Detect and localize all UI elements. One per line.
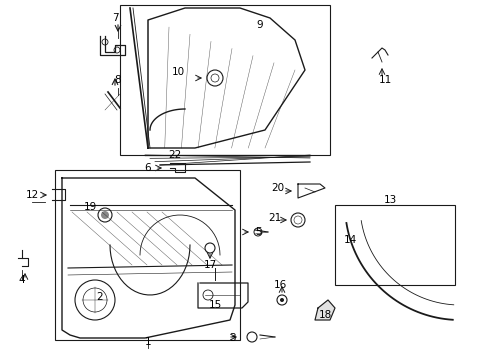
Circle shape [101, 211, 109, 219]
Text: 16: 16 [273, 280, 287, 290]
Circle shape [280, 298, 284, 302]
Text: 1: 1 [145, 337, 151, 347]
Polygon shape [315, 300, 335, 320]
Bar [55, 170, 240, 340]
Bar [120, 5, 330, 155]
Text: 18: 18 [318, 310, 332, 320]
Text: 17: 17 [203, 260, 217, 270]
Text: 4: 4 [19, 275, 25, 285]
Text: 9: 9 [257, 20, 263, 30]
Text: 13: 13 [383, 195, 396, 205]
Text: 2: 2 [97, 292, 103, 302]
Text: 11: 11 [378, 75, 392, 85]
Text: 12: 12 [25, 190, 39, 200]
Text: 21: 21 [269, 213, 282, 223]
Text: 15: 15 [208, 300, 221, 310]
Text: 3: 3 [229, 333, 235, 343]
Bar [335, 205, 455, 285]
Text: 19: 19 [83, 202, 97, 212]
Text: 8: 8 [115, 75, 122, 85]
Text: 7: 7 [112, 13, 118, 23]
Text: 20: 20 [271, 183, 285, 193]
Text: 22: 22 [169, 150, 182, 160]
Text: 5: 5 [255, 227, 261, 237]
Text: 6: 6 [145, 163, 151, 173]
Text: 10: 10 [172, 67, 185, 77]
Text: 14: 14 [343, 235, 357, 245]
